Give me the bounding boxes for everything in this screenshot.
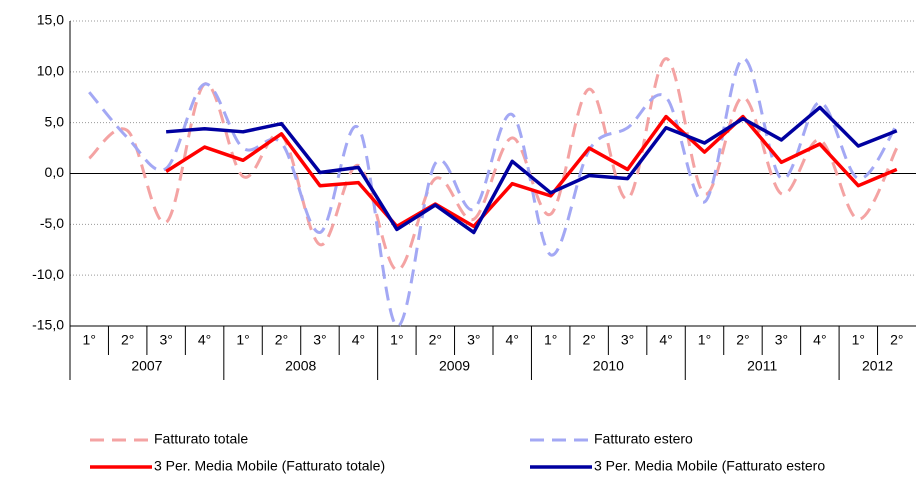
year-label: 2011 (747, 358, 777, 374)
x-tick-label: 1° (698, 332, 711, 348)
y-tick-label: 5,0 (45, 113, 65, 129)
legend-label: Fatturato estero (594, 431, 693, 447)
series-line (165, 114, 898, 229)
year-label: 2012 (862, 358, 893, 374)
y-tick-label: 0,0 (45, 164, 65, 180)
x-tick-label: 2° (890, 332, 903, 348)
series-line (88, 57, 899, 328)
x-tick-label: 4° (352, 332, 365, 348)
x-tick-label: 1° (83, 332, 96, 348)
x-tick-label: 4° (659, 332, 672, 348)
x-tick-label: 2° (275, 332, 288, 348)
x-tick-label: 3° (621, 332, 634, 348)
y-tick-label: -15,0 (32, 317, 64, 333)
x-tick-label: 4° (506, 332, 519, 348)
x-tick-label: 1° (236, 332, 249, 348)
x-tick-label: 4° (198, 332, 211, 348)
x-tick-label: 3° (159, 332, 172, 348)
year-label: 2008 (285, 358, 316, 374)
legend-label: Fatturato totale (154, 431, 248, 447)
x-tick-label: 3° (467, 332, 480, 348)
series-line (88, 57, 899, 272)
legend-label: 3 Per. Media Mobile (Fatturato totale) (154, 458, 385, 474)
x-tick-label: 1° (852, 332, 865, 348)
series-line (165, 105, 898, 235)
x-tick-label: 3° (313, 332, 326, 348)
x-tick-label: 2° (582, 332, 595, 348)
x-tick-label: 2° (121, 332, 134, 348)
x-tick-label: 3° (775, 332, 788, 348)
year-label: 2009 (439, 358, 470, 374)
legend-label: 3 Per. Media Mobile (Fatturato estero (594, 458, 825, 474)
y-tick-label: 15,0 (37, 12, 64, 28)
x-tick-label: 2° (736, 332, 749, 348)
year-label: 2007 (131, 358, 162, 374)
x-tick-label: 1° (390, 332, 403, 348)
y-tick-label: 10,0 (37, 63, 64, 79)
y-tick-label: -5,0 (40, 215, 64, 231)
x-tick-label: 1° (544, 332, 557, 348)
year-label: 2010 (593, 358, 624, 374)
y-tick-label: -10,0 (32, 266, 64, 282)
x-tick-label: 4° (813, 332, 826, 348)
x-tick-label: 2° (429, 332, 442, 348)
